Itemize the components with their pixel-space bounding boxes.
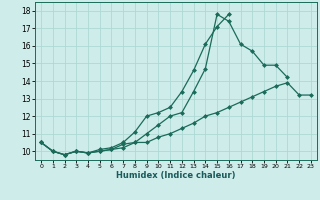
X-axis label: Humidex (Indice chaleur): Humidex (Indice chaleur)	[116, 171, 236, 180]
